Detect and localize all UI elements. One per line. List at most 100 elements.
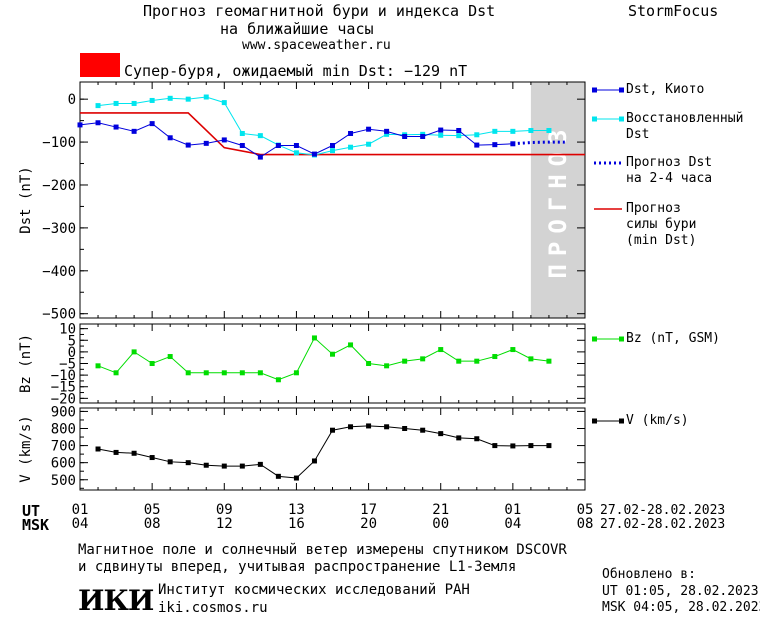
brand-name: StormFocus — [628, 2, 719, 20]
dst-kyoto-point — [311, 151, 317, 157]
legend-restored-line2: Dst — [626, 127, 650, 142]
solar-wind-speed-point — [149, 455, 155, 461]
panel-frame-bz — [79, 323, 586, 404]
dst-kyoto-point — [456, 127, 462, 133]
dst-kyoto-point — [330, 143, 335, 149]
bz-point — [474, 358, 480, 364]
solar-wind-speed-point — [384, 424, 390, 430]
dst-kyoto-point — [149, 121, 155, 127]
dst-kyoto-point — [95, 120, 101, 126]
dst-kyoto-point — [239, 143, 245, 149]
y-tick-label-v: 700 — [51, 439, 76, 455]
chart-title-line1: Прогноз геомагнитной бури и индекса Dst — [143, 2, 496, 20]
msk-tick-label: 04 — [504, 516, 521, 532]
ut-tick-label: 05 — [144, 502, 161, 518]
legend-storm-line2: силы бури — [626, 217, 697, 232]
y-tick-label-dst: −300 — [42, 221, 76, 237]
legend-bz: Bz (nT, GSM) — [626, 331, 720, 346]
restored-dst-point — [257, 133, 263, 139]
ut-tick-label: 21 — [432, 502, 449, 518]
panel-frame-dst — [79, 81, 586, 319]
dst-kyoto-point — [384, 128, 390, 134]
restored-dst-point — [438, 132, 444, 138]
institute-site[interactable]: iki.cosmos.ru — [158, 600, 268, 616]
restored-dst-point — [510, 128, 516, 134]
msk-tick-label: 00 — [432, 516, 449, 532]
legend-storm-line3: (min Dst) — [626, 233, 697, 248]
dst-kyoto-point — [420, 133, 426, 139]
solar-wind-speed-point — [113, 449, 119, 455]
restored-dst-point — [474, 132, 480, 138]
y-tick-label-dst: −200 — [42, 178, 76, 194]
ut-date-range: 27.02-28.02.2023 — [600, 503, 726, 518]
bz-point — [528, 356, 534, 362]
dst-kyoto-point — [203, 140, 209, 146]
bz-point — [366, 361, 372, 366]
restored-dst-point — [239, 130, 245, 136]
legend-storm-line1: Прогноз — [626, 201, 681, 216]
bz-legend-marker — [592, 336, 597, 342]
restored-dst-point — [113, 100, 119, 106]
restored-dst-point — [366, 141, 372, 147]
y-tick-label-v: 800 — [51, 422, 76, 438]
msk-tick-label: 16 — [288, 516, 305, 532]
solar-wind-speed-point — [474, 436, 480, 442]
solar-wind-speed-line — [97, 425, 549, 479]
bz-point — [257, 370, 263, 376]
forecast-band — [530, 82, 585, 318]
institute-name: Институт космических исследований РАН — [158, 582, 470, 598]
bz-point — [402, 358, 408, 364]
panel-frame-v — [79, 407, 586, 491]
msk-tick-label: 08 — [577, 516, 594, 532]
iki-logo[interactable]: ИКИ — [78, 584, 154, 617]
solar-wind-speed-point — [438, 431, 444, 437]
bz-point — [131, 349, 137, 355]
restored-dst-point — [131, 100, 137, 106]
solar-wind-speed-point — [311, 458, 317, 464]
restored-dst-point — [384, 131, 390, 137]
msk-tick-label: 04 — [72, 516, 89, 532]
legend-v: V (km/s) — [626, 413, 689, 428]
solar-wind-speed-point — [167, 459, 173, 465]
y-tick-label-dst: −100 — [42, 135, 76, 151]
y-axis-title-v: V (km/s) — [18, 415, 34, 482]
bz-point — [203, 370, 209, 376]
solar-wind-speed-legend-marker — [619, 418, 624, 424]
y-tick-label-bz: −15 — [51, 380, 76, 396]
solar-wind-speed-point — [239, 463, 245, 469]
y-tick-label-bz: −5 — [59, 357, 76, 373]
dst-kyoto-point — [474, 142, 480, 148]
solar-wind-speed-point — [203, 462, 209, 468]
solar-wind-speed-point — [456, 435, 462, 441]
bz-point — [185, 370, 191, 376]
solar-wind-speed-point — [131, 450, 137, 456]
bz-point — [293, 370, 299, 376]
site-url[interactable]: www.spaceweather.ru — [242, 38, 391, 53]
legend-forecast-line2: на 2-4 часа — [626, 171, 713, 186]
bz-point — [149, 361, 155, 366]
ut-tick-label: 01 — [504, 502, 521, 518]
dst-forecast-line — [512, 140, 567, 146]
bz-point — [330, 351, 335, 357]
solar-wind-speed-point — [402, 426, 408, 431]
solar-wind-speed-legend-marker — [592, 418, 597, 424]
dst-kyoto-point — [167, 135, 173, 141]
solar-wind-speed-point — [366, 423, 372, 429]
ut-tick-label: 01 — [72, 502, 89, 518]
dst-kyoto-point — [131, 128, 137, 134]
restored-dst-point — [149, 97, 155, 103]
restored-dst-point — [528, 127, 534, 133]
forecast-band-label: ПРОГНОЗ — [544, 121, 572, 278]
y-tick-label-v: 500 — [51, 473, 76, 489]
dst-kyoto-point — [113, 124, 119, 130]
bz-point — [113, 370, 119, 376]
y-tick-label-dst: −400 — [42, 264, 76, 280]
dst-kyoto-point — [438, 127, 444, 133]
restored-dst-line — [97, 96, 549, 156]
dst-kyoto-point — [221, 137, 227, 143]
solar-wind-speed-point — [546, 443, 552, 449]
bz-point — [167, 354, 173, 360]
y-tick-label-bz: 0 — [68, 345, 76, 361]
solar-wind-speed-point — [293, 475, 299, 481]
